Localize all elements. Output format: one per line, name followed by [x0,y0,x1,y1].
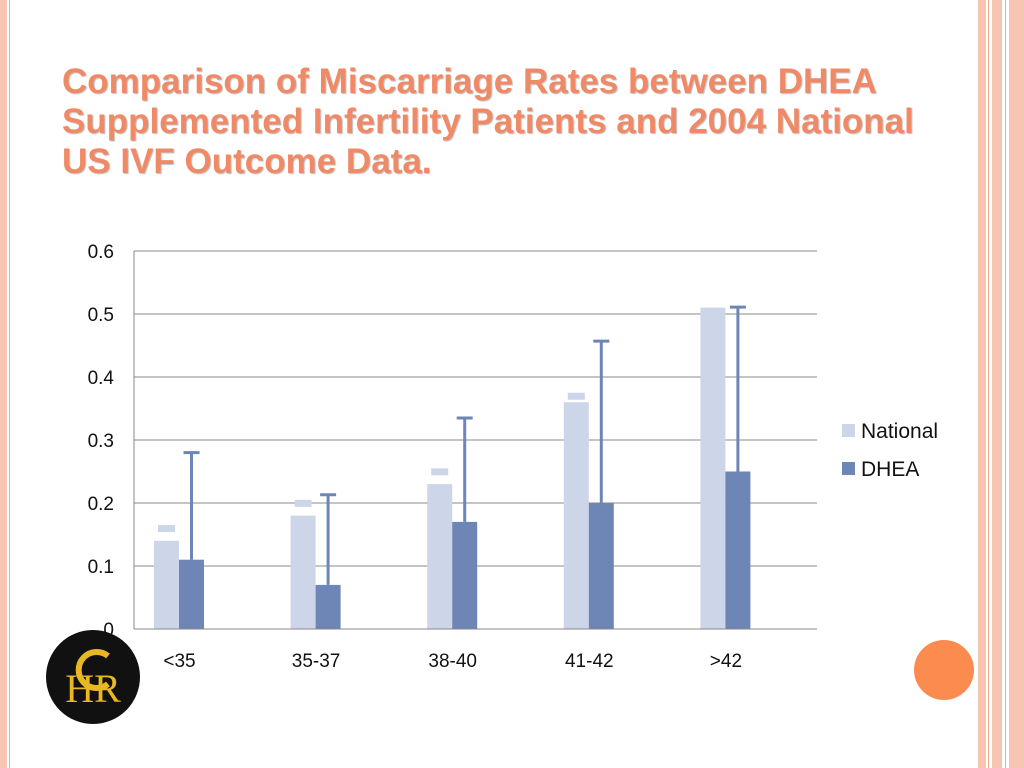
right-frame-stripes [978,0,1024,768]
svg-text:HR: HR [65,666,121,711]
legend-swatch [842,462,855,475]
x-tick-label: 35-37 [292,651,341,672]
bar-dhea [315,584,341,629]
x-tick-label: <35 [163,651,195,672]
y-tick-label: 0.3 [88,431,114,452]
legend-swatch [842,424,855,437]
legend-label: DHEA [861,458,919,481]
decorative-circle [914,640,974,700]
bar-national [563,402,589,629]
error-cap-national [431,468,449,476]
bar-dhea [452,521,478,629]
x-tick-label: >42 [710,651,742,672]
bar-national [290,515,316,629]
y-tick-label: 0.6 [88,242,114,263]
y-tick-label: 0.4 [88,368,115,389]
y-tick-label: 0.2 [88,494,114,515]
bar-dhea [725,471,751,629]
y-tick-label: 0.1 [88,557,114,578]
x-tick-label: 38-40 [428,651,477,672]
x-tick-label: 41-42 [565,651,614,672]
error-cap-national [567,392,585,400]
error-cap-national [158,525,175,533]
hcr-logo: HR [46,630,140,724]
error-cap-national [294,499,312,507]
y-tick-label: 0.5 [88,305,114,326]
y-tick-label: 0 [103,620,114,641]
bar-national [427,484,453,629]
slide-title: Comparison of Miscarriage Rates between … [62,62,914,181]
bar-national [154,540,179,629]
error-cap-national [704,307,722,315]
left-frame-stripe [0,0,10,768]
bar-national [700,307,726,629]
bar-dhea [588,503,614,629]
legend-label: National [861,420,938,443]
bar-dhea [179,559,204,629]
